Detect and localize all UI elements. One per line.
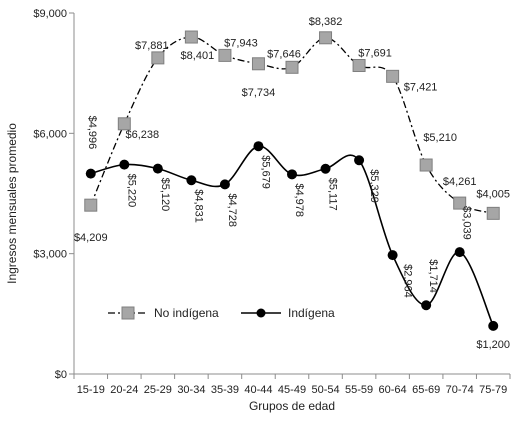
data-label-no-indigena: $8,401 — [181, 50, 215, 62]
data-labels: $4,209 $6,238 $7,881 $8,401 $7,943 $7,734 $7,6… — [74, 16, 510, 351]
data-label-indigena: $4,728 — [226, 193, 238, 227]
axes: $0 $3,000 $6,000 $9,000 15-19 20-24 25-29 30-34… — [5, 8, 511, 413]
data-label-indigena: $3,039 — [461, 206, 473, 240]
x-axis-title: Grupos de edad — [249, 399, 335, 413]
data-label-indigena: $4,996 — [86, 116, 98, 150]
point-indigena-15-19 — [85, 168, 96, 179]
series-no-indigena — [84, 30, 500, 220]
x-tick-label: 20-24 — [110, 384, 138, 396]
data-label-no-indigena: $7,943 — [224, 37, 258, 49]
legend-label-no-indigena: No indígena — [154, 306, 219, 320]
point-indigena-20-24 — [119, 159, 130, 170]
y-tick-label: $9,000 — [33, 8, 67, 20]
y-tick-label: $0 — [55, 369, 67, 381]
data-label-no-indigena: $4,209 — [74, 232, 108, 244]
point-indigena-50-54 — [320, 163, 331, 174]
data-label-indigena: $5,329 — [368, 169, 380, 203]
x-tick-label: 25-29 — [144, 384, 172, 396]
data-label-no-indigena: $4,261 — [443, 176, 477, 188]
x-tick-label: 30-34 — [177, 384, 205, 396]
data-label-no-indigena: $7,734 — [242, 87, 276, 99]
data-label-indigena: $4,978 — [293, 183, 305, 217]
point-indigena-65-69 — [421, 300, 432, 311]
data-label-indigena: $1,714 — [427, 259, 439, 293]
point-indigena-55-59 — [354, 155, 365, 166]
point-indigena-70-74 — [454, 247, 465, 258]
y-tick-label: $6,000 — [33, 128, 67, 140]
x-tick-label: 60-64 — [379, 384, 407, 396]
point-indigena-30-34 — [186, 175, 197, 186]
series-indigena — [85, 141, 499, 331]
x-tick-label: 50-54 — [311, 384, 339, 396]
x-tick-label: 35-39 — [211, 384, 239, 396]
data-label-indigena: $2,964 — [402, 264, 414, 298]
legend-marker-no-indigena — [121, 306, 135, 320]
x-tick-label: 45-49 — [278, 384, 306, 396]
point-no-indigena-70-74 — [453, 196, 467, 210]
point-no-indigena-35-39 — [218, 48, 232, 62]
x-tick-label: 70-74 — [446, 384, 474, 396]
x-tick-label: 75-79 — [479, 384, 507, 396]
point-no-indigena-30-34 — [184, 30, 198, 44]
data-label-no-indigena: $6,238 — [125, 129, 159, 141]
data-label-indigena: $5,220 — [125, 174, 137, 208]
point-no-indigena-40-44 — [251, 57, 265, 71]
y-axis-title: Ingresos mensuales promedio — [5, 123, 19, 284]
data-label-no-indigena: $7,421 — [404, 81, 438, 93]
data-label-no-indigena: $7,691 — [358, 48, 392, 60]
data-label-no-indigena: $7,646 — [267, 48, 301, 60]
x-tick-label: 55-59 — [345, 384, 373, 396]
point-indigena-60-64 — [387, 250, 398, 261]
point-indigena-75-79 — [488, 320, 499, 331]
data-label-indigena: $5,120 — [159, 178, 171, 212]
point-no-indigena-60-64 — [386, 69, 400, 83]
point-indigena-25-29 — [152, 163, 163, 174]
legend-label-indigena: Indígena — [288, 306, 335, 320]
point-no-indigena-20-24 — [117, 117, 131, 131]
y-tick-label: $3,000 — [33, 249, 67, 261]
x-tick-label: 15-19 — [77, 384, 105, 396]
point-indigena-35-39 — [219, 179, 230, 190]
point-indigena-45-49 — [287, 169, 297, 180]
data-label-no-indigena: $7,881 — [135, 40, 169, 52]
point-no-indigena-75-79 — [486, 206, 500, 220]
point-indigena-40-44 — [253, 141, 264, 152]
point-no-indigena-45-49 — [285, 60, 299, 74]
data-label-indigena: $5,117 — [327, 178, 339, 211]
data-label-indigena: $1,200 — [476, 339, 510, 351]
data-label-no-indigena: $8,382 — [309, 16, 343, 28]
point-no-indigena-15-19 — [84, 198, 98, 212]
data-label-no-indigena: $5,210 — [423, 132, 457, 144]
data-label-indigena: $4,831 — [192, 189, 204, 223]
data-label-indigena: $5,679 — [259, 155, 271, 189]
x-tick-label: 40-44 — [244, 384, 272, 396]
point-no-indigena-55-59 — [352, 59, 366, 73]
point-no-indigena-65-69 — [419, 158, 433, 172]
legend-marker-indigena — [256, 308, 266, 318]
point-no-indigena-25-29 — [151, 51, 165, 65]
point-no-indigena-50-54 — [319, 31, 333, 45]
legend: No indígena Indígena — [108, 306, 335, 320]
data-label-no-indigena: $4,005 — [476, 188, 510, 200]
x-tick-label: 65-69 — [412, 384, 440, 396]
